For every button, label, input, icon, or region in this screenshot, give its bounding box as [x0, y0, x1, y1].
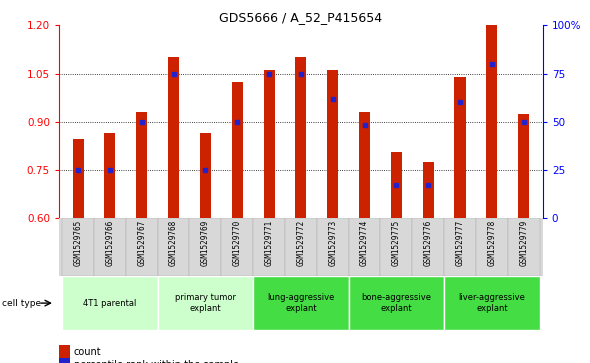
- Text: GSM1529770: GSM1529770: [232, 220, 242, 266]
- FancyBboxPatch shape: [221, 218, 253, 276]
- Text: lung-aggressive
explant: lung-aggressive explant: [267, 293, 335, 313]
- Bar: [73, 139, 84, 218]
- Text: GSM1529766: GSM1529766: [106, 220, 114, 266]
- Bar: [422, 162, 434, 218]
- Bar: [136, 112, 148, 218]
- Bar: [253, 276, 349, 330]
- Text: GSM1529773: GSM1529773: [328, 220, 337, 266]
- Bar: [168, 57, 179, 218]
- FancyBboxPatch shape: [508, 218, 540, 276]
- Text: liver-aggressive
explant: liver-aggressive explant: [458, 293, 525, 313]
- FancyBboxPatch shape: [253, 218, 285, 276]
- Text: 4T1 parental: 4T1 parental: [83, 299, 137, 307]
- FancyBboxPatch shape: [62, 218, 94, 276]
- Bar: [104, 133, 116, 218]
- Bar: [349, 276, 444, 330]
- Bar: [391, 152, 402, 218]
- Text: primary tumor
explant: primary tumor explant: [175, 293, 236, 313]
- Bar: [359, 112, 370, 218]
- Text: GSM1529779: GSM1529779: [519, 220, 528, 266]
- Text: percentile rank within the sample: percentile rank within the sample: [74, 360, 239, 363]
- FancyBboxPatch shape: [158, 218, 189, 276]
- Text: GSM1529777: GSM1529777: [455, 220, 464, 266]
- Text: GSM1529776: GSM1529776: [424, 220, 432, 266]
- Text: GSM1529769: GSM1529769: [201, 220, 210, 266]
- Bar: [486, 25, 497, 218]
- Text: GSM1529771: GSM1529771: [264, 220, 274, 266]
- Bar: [264, 70, 274, 218]
- Bar: [454, 77, 466, 218]
- FancyBboxPatch shape: [381, 218, 412, 276]
- Bar: [444, 276, 540, 330]
- Text: GSM1529765: GSM1529765: [74, 220, 83, 266]
- FancyBboxPatch shape: [476, 218, 508, 276]
- Bar: [200, 133, 211, 218]
- Bar: [296, 57, 306, 218]
- Bar: [158, 276, 253, 330]
- Bar: [62, 276, 158, 330]
- Title: GDS5666 / A_52_P415654: GDS5666 / A_52_P415654: [219, 11, 382, 24]
- Text: cell type: cell type: [2, 299, 41, 307]
- Text: bone-aggressive
explant: bone-aggressive explant: [362, 293, 431, 313]
- Text: GSM1529778: GSM1529778: [487, 220, 496, 266]
- FancyBboxPatch shape: [285, 218, 317, 276]
- FancyBboxPatch shape: [444, 218, 476, 276]
- Bar: [232, 82, 243, 218]
- Bar: [327, 70, 338, 218]
- FancyBboxPatch shape: [126, 218, 158, 276]
- FancyBboxPatch shape: [349, 218, 381, 276]
- Text: count: count: [74, 347, 101, 357]
- FancyBboxPatch shape: [94, 218, 126, 276]
- FancyBboxPatch shape: [317, 218, 349, 276]
- Text: GSM1529774: GSM1529774: [360, 220, 369, 266]
- Text: GSM1529775: GSM1529775: [392, 220, 401, 266]
- Text: GSM1529772: GSM1529772: [296, 220, 306, 266]
- Text: GSM1529768: GSM1529768: [169, 220, 178, 266]
- FancyBboxPatch shape: [412, 218, 444, 276]
- Text: GSM1529767: GSM1529767: [137, 220, 146, 266]
- Bar: [518, 114, 529, 218]
- FancyBboxPatch shape: [189, 218, 221, 276]
